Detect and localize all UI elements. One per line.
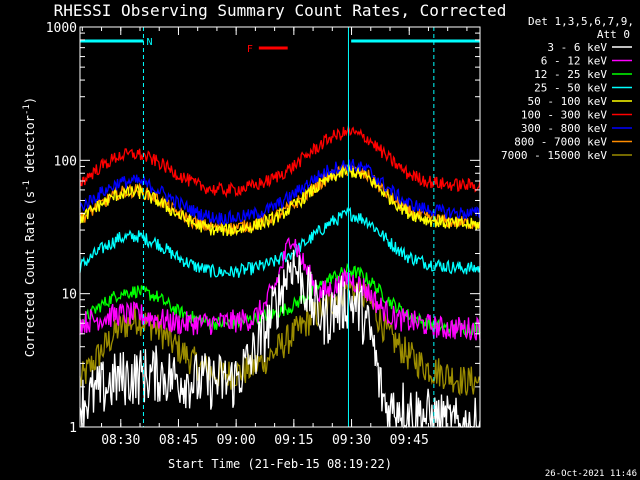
flag-label: F <box>247 44 253 55</box>
y-tick-label: 1 <box>69 421 77 436</box>
legend-label: 7000 - 15000 keV <box>501 149 607 162</box>
legend-label: 50 - 100 keV <box>528 95 608 108</box>
series-line-50-100keV <box>79 163 481 237</box>
timestamp: 26-Oct-2021 11:46 <box>545 469 637 479</box>
y-tick-label: 1000 <box>46 21 77 36</box>
plot-frame <box>79 26 481 428</box>
x-axis-label: Start Time (21-Feb-15 08:19:22) <box>168 457 392 471</box>
x-tick-label: 09:15 <box>274 433 313 448</box>
series-line-6-12keV <box>79 236 481 341</box>
legend-label: 25 - 50 keV <box>534 82 607 95</box>
legend-label: 300 - 800 keV <box>521 122 607 135</box>
y-axis-label: Corrected Count Rate (s-1 detector-1) <box>22 97 37 357</box>
series-line-100-300keV <box>79 124 481 199</box>
legend-label: 3 - 6 keV <box>547 41 607 54</box>
plot-area: NF <box>79 27 481 429</box>
legend-header-line1: Det 1,3,5,6,7,9, <box>528 15 634 28</box>
series-line-800-7000keV <box>79 162 481 235</box>
series-line-25-50keV <box>79 206 481 278</box>
chart-title: RHESSI Observing Summary Count Rates, Co… <box>54 1 507 20</box>
axis-layer: 08:30 08:45 09:00 09:15 09:30 09:45 1 10 100 1000 <box>46 21 480 448</box>
flag-layer: NF <box>80 27 480 427</box>
x-tick-label: 09:30 <box>332 433 371 448</box>
series-layer <box>79 124 481 429</box>
legend-label: 100 - 300 keV <box>521 109 607 122</box>
legend-label: 800 - 7000 keV <box>514 136 607 149</box>
y-tick-label: 10 <box>61 288 77 303</box>
legend-label: 6 - 12 keV <box>541 55 608 68</box>
legend-header-line2: Att 0 <box>597 28 630 41</box>
x-tick-label: 09:45 <box>390 433 429 448</box>
series-line-12-25keV <box>79 262 481 336</box>
legend-label: 12 - 25 keV <box>534 68 607 81</box>
x-tick-label: 09:00 <box>217 433 256 448</box>
x-tick-label: 08:45 <box>159 433 198 448</box>
flag-label: N <box>146 37 152 48</box>
series-line-300-800keV <box>79 158 481 226</box>
x-tick-label: 08:30 <box>101 433 140 448</box>
series-line-7000-15000keV <box>79 275 481 397</box>
y-tick-label: 100 <box>54 154 77 169</box>
